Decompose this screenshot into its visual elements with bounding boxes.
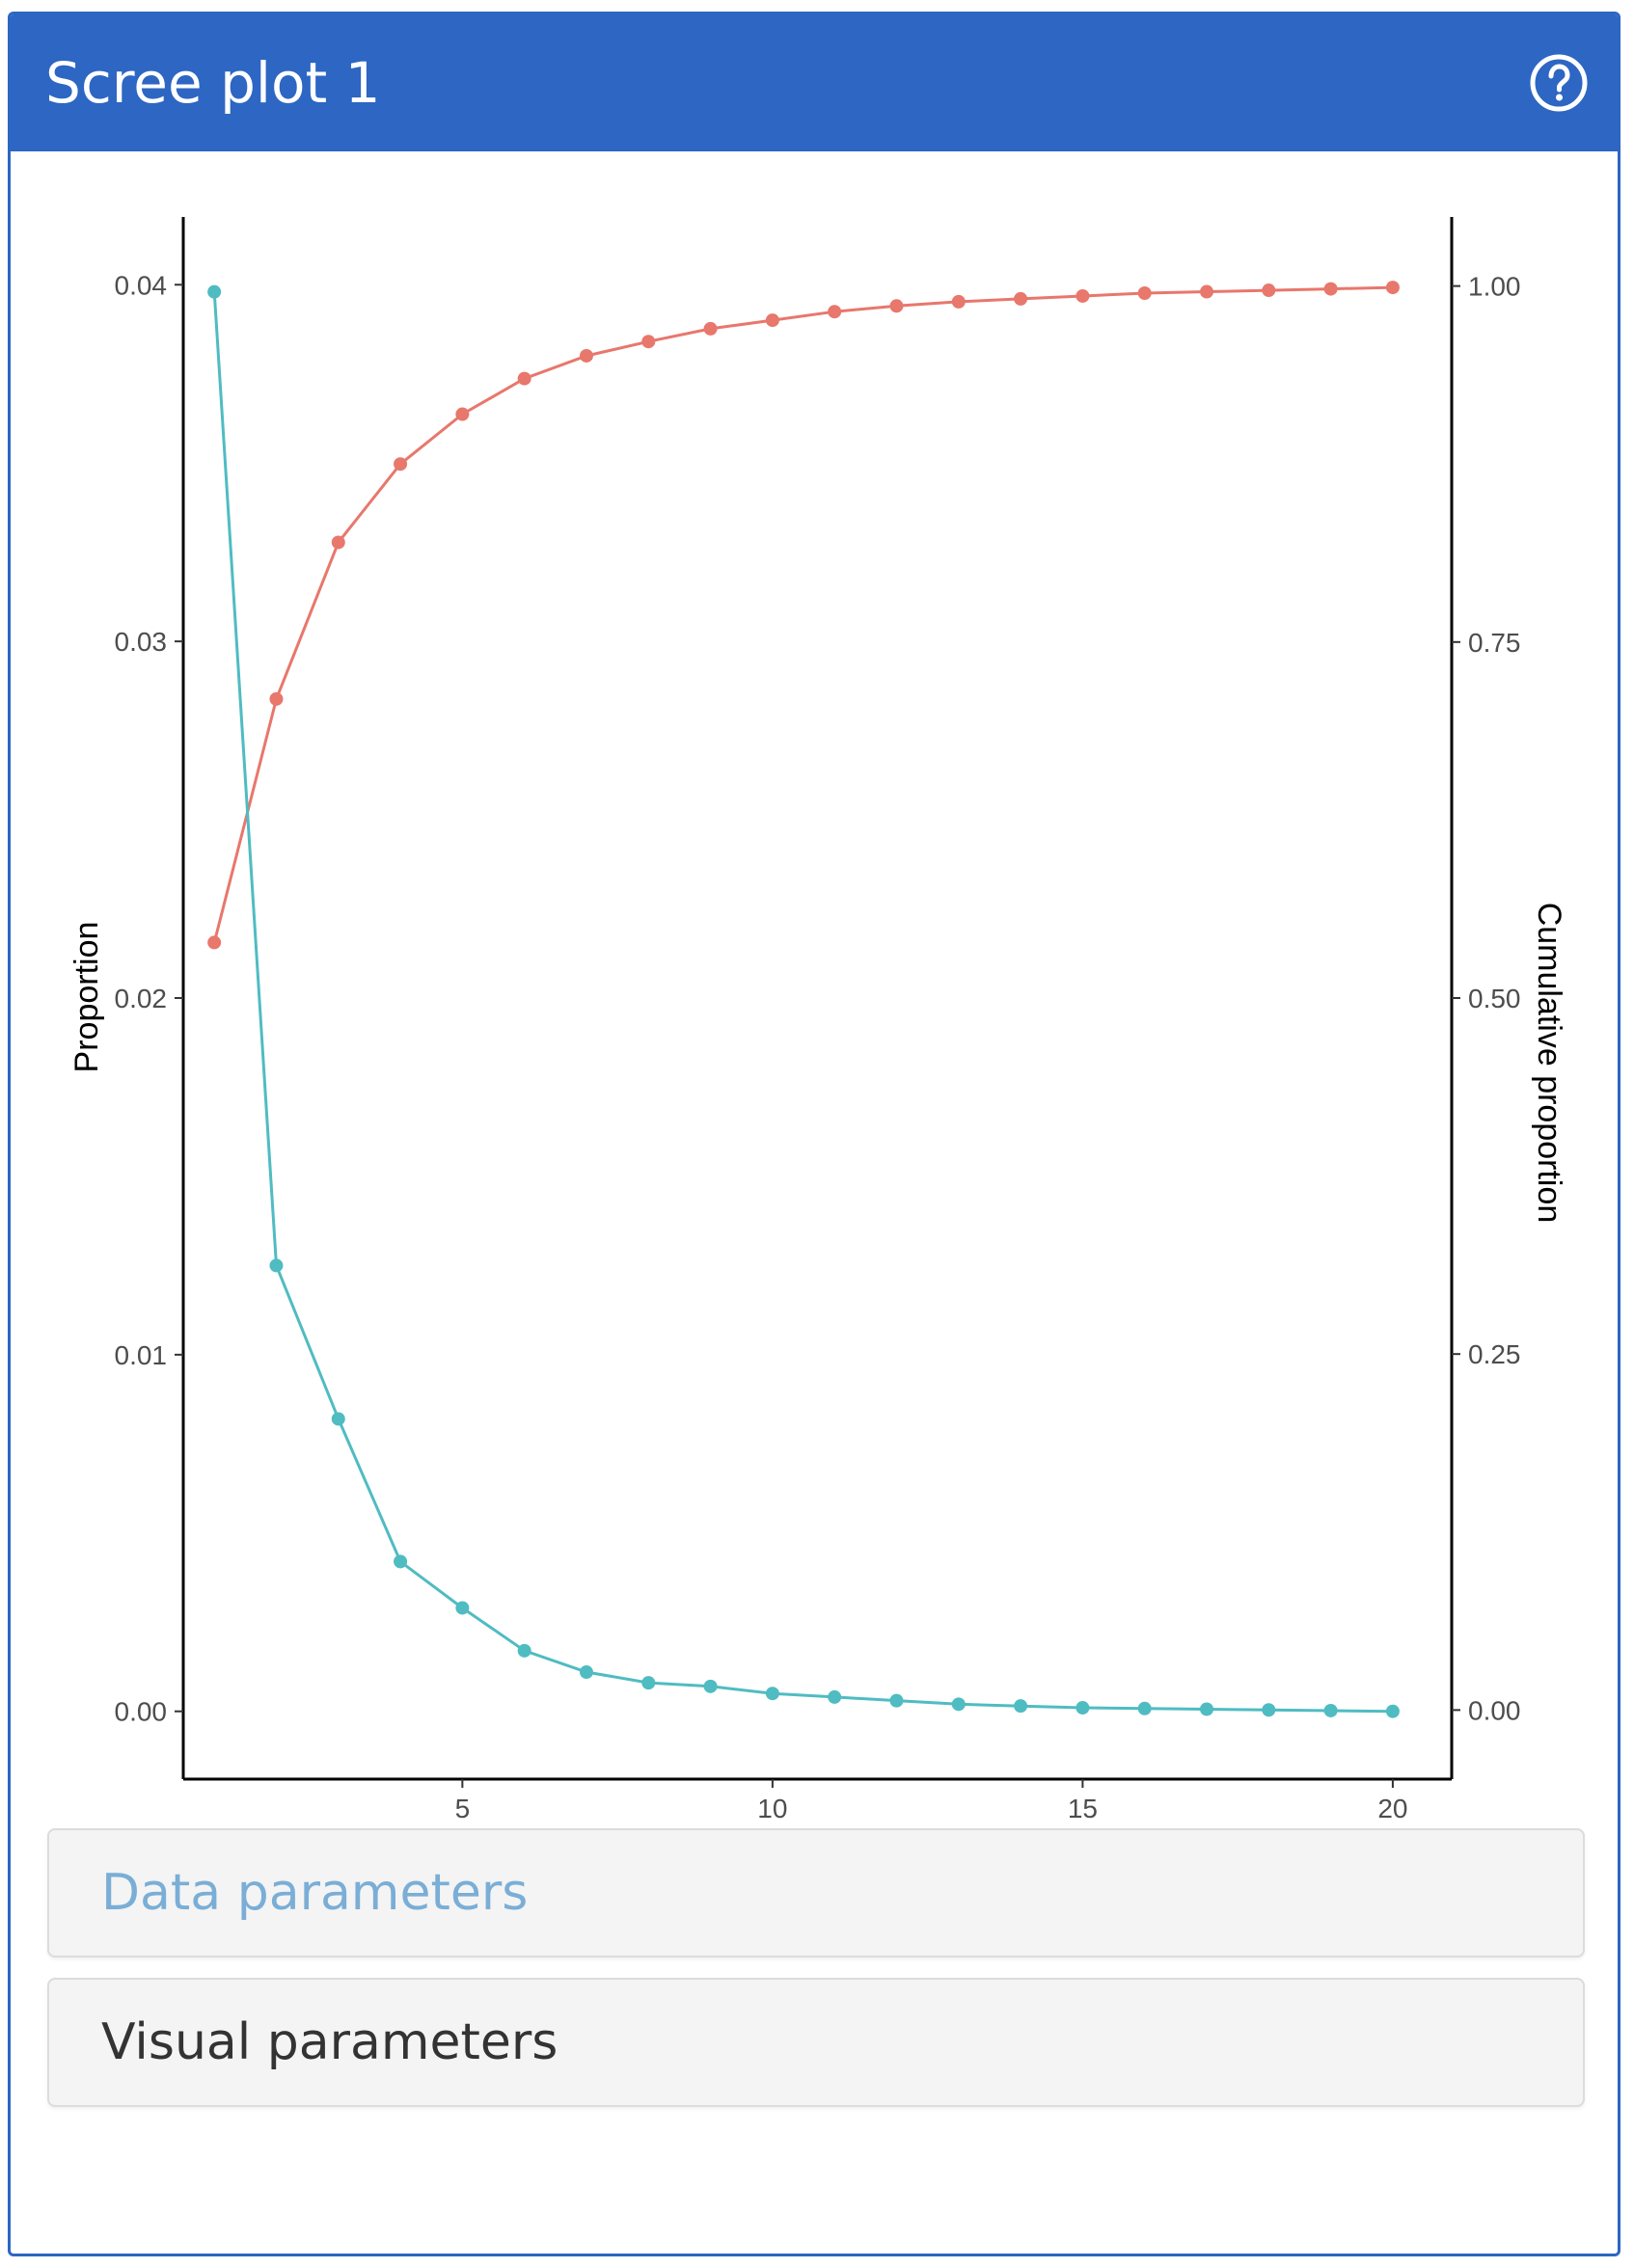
y2-tick-label: 1.00 xyxy=(1468,272,1521,302)
visual-parameters-label: Visual parameters xyxy=(101,2013,558,2071)
scree-plot-chart: 0.00 0.01 0.02 0.03 0.04 0.00 0.25 0.50 0.75 1.00… xyxy=(68,217,1567,1868)
proportion-point xyxy=(1262,1703,1276,1717)
cumulative-proportion-point xyxy=(703,321,718,336)
proportion-point xyxy=(1323,1703,1338,1717)
proportion-point xyxy=(889,1693,904,1708)
proportion-point xyxy=(1137,1701,1152,1715)
x-tick-label: 15 xyxy=(1068,1794,1098,1823)
cumulative-proportion-point xyxy=(517,371,531,386)
y-tick-label: 0.01 xyxy=(115,1340,168,1370)
proportion-point xyxy=(1200,1702,1214,1716)
y2-tick-label: 0.00 xyxy=(1468,1695,1521,1725)
cumulative-proportion-point xyxy=(1014,291,1028,306)
cumulative-proportion-point xyxy=(269,691,284,706)
proportion-point xyxy=(517,1643,531,1658)
cumulative-proportion-point xyxy=(951,294,966,309)
panel-title: Scree plot 1 xyxy=(45,50,381,116)
proportion-point xyxy=(579,1665,593,1680)
cumulative-proportion-point xyxy=(765,313,779,328)
cumulative-proportion-point xyxy=(455,407,470,421)
cumulative-proportion-point xyxy=(1076,288,1090,303)
y2-tick-label: 0.25 xyxy=(1468,1339,1521,1369)
proportion-line xyxy=(212,291,1393,1714)
proportion-point xyxy=(394,1554,408,1569)
data-parameters-collapse[interactable]: Data parameters xyxy=(47,1828,1585,1958)
proportion-point xyxy=(331,1412,345,1426)
cumulative-proportion-point xyxy=(331,535,345,550)
y2-tick-label: 0.75 xyxy=(1468,628,1521,658)
proportion-point xyxy=(765,1687,779,1701)
y2-axis-title: Cumulative proportion xyxy=(1531,903,1567,1224)
proportion-point xyxy=(455,1601,470,1615)
cumulative-proportion-point xyxy=(889,299,904,313)
y-tick-label: 0.03 xyxy=(115,627,168,657)
proportion-point xyxy=(828,1689,842,1704)
cumulative-proportion-point xyxy=(579,348,593,363)
proportion-point xyxy=(1076,1701,1090,1715)
cumulative-proportion-point xyxy=(207,935,222,950)
y2-tick-label: 0.50 xyxy=(1468,984,1521,1013)
x-tick-label: 20 xyxy=(1377,1794,1407,1823)
question-circle-icon[interactable] xyxy=(1529,53,1589,113)
y-tick-label: 0.02 xyxy=(115,984,168,1013)
proportion-point xyxy=(1014,1699,1028,1714)
proportion-point xyxy=(703,1679,718,1693)
cumulative-proportion-point xyxy=(828,305,842,319)
proportion-point xyxy=(1385,1704,1400,1718)
cumulative-proportion-point xyxy=(394,457,408,472)
cumulative-proportion-point xyxy=(1385,281,1400,295)
cumulative-proportion-point xyxy=(1262,284,1276,298)
y-tick-label: 0.00 xyxy=(115,1697,168,1727)
proportion-point xyxy=(207,284,222,299)
visual-parameters-collapse[interactable]: Visual parameters xyxy=(47,1978,1585,2107)
proportion-point xyxy=(641,1676,656,1690)
panel-header: Scree plot 1 xyxy=(11,14,1618,151)
x-tick-label: 5 xyxy=(455,1794,471,1823)
cumulative-proportion-point xyxy=(1323,282,1338,296)
cumulative-proportion-point xyxy=(1137,286,1152,301)
data-parameters-label: Data parameters xyxy=(101,1864,529,1922)
cumulative-proportion-line xyxy=(212,285,1393,943)
proportion-point xyxy=(951,1697,966,1712)
scree-plot-panel: Scree plot 1 0.00 0.01 0.02 0.03 0.04 0.00 0.2… xyxy=(8,12,1620,2256)
y-tick-label: 0.04 xyxy=(115,270,168,300)
cumulative-proportion-point xyxy=(641,335,656,349)
proportion-point xyxy=(269,1258,284,1273)
y-axis-title: Proportion xyxy=(68,922,105,1073)
x-tick-label: 10 xyxy=(757,1794,787,1823)
cumulative-proportion-point xyxy=(1200,284,1214,299)
